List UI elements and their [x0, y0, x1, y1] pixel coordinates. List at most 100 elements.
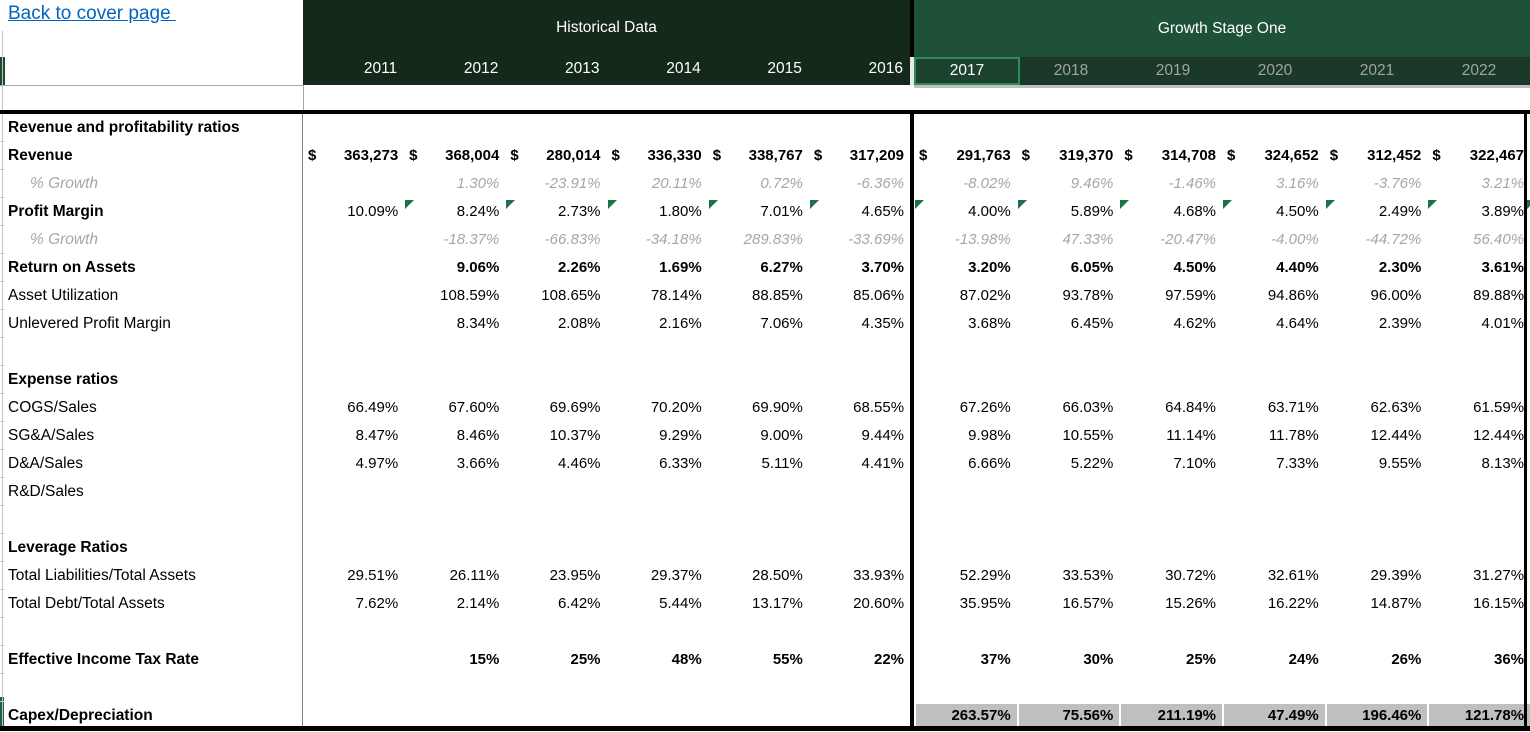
- value-cell[interactable]: 7.62%: [355, 595, 399, 612]
- value-cell[interactable]: [404, 618, 505, 646]
- value-cell[interactable]: [809, 366, 910, 394]
- value-cell[interactable]: [809, 506, 910, 534]
- back-to-cover-link[interactable]: Back to cover page: [8, 3, 176, 24]
- value-cell[interactable]: 47.33%: [1062, 231, 1114, 248]
- value-cell[interactable]: 108.59%: [440, 287, 500, 304]
- value-cell[interactable]: 7.10%: [1173, 455, 1217, 472]
- year-cell[interactable]: 2020: [1257, 62, 1293, 79]
- value-cell[interactable]: [1427, 478, 1530, 506]
- value-cell[interactable]: 70.20%: [650, 399, 702, 416]
- value-cell[interactable]: 12.44%: [1370, 427, 1422, 444]
- value-cell[interactable]: [404, 114, 505, 142]
- value-cell[interactable]: $368,004: [404, 142, 505, 170]
- value-cell[interactable]: [303, 310, 404, 338]
- value-cell[interactable]: 20.60%: [853, 595, 905, 612]
- value-cell[interactable]: 1.69%: [659, 259, 702, 276]
- value-cell[interactable]: [607, 534, 708, 562]
- value-cell[interactable]: 6.27%: [760, 259, 803, 276]
- value-cell[interactable]: [1325, 114, 1428, 142]
- value-cell[interactable]: 10.37%: [549, 427, 601, 444]
- value-cell[interactable]: [914, 618, 1017, 646]
- value-cell[interactable]: -34.18%: [645, 231, 702, 248]
- value-cell[interactable]: [708, 114, 809, 142]
- value-cell[interactable]: 2.49%: [1325, 198, 1428, 226]
- value-cell[interactable]: 2.26%: [557, 259, 601, 276]
- value-cell[interactable]: $291,763: [914, 142, 1017, 170]
- value-cell[interactable]: 3.70%: [861, 259, 905, 276]
- value-cell[interactable]: [1222, 674, 1325, 702]
- value-cell[interactable]: [809, 534, 910, 562]
- value-cell[interactable]: [1427, 534, 1530, 562]
- value-cell[interactable]: 35.95%: [959, 595, 1011, 612]
- value-cell[interactable]: 5.22%: [1070, 455, 1114, 472]
- year-cell[interactable]: 2015: [767, 60, 802, 77]
- value-cell[interactable]: 8.24%: [404, 198, 505, 226]
- value-cell[interactable]: 3.66%: [456, 455, 500, 472]
- value-cell[interactable]: 2.73%: [505, 198, 606, 226]
- value-cell[interactable]: 94.86%: [1267, 287, 1319, 304]
- value-cell[interactable]: 64.84%: [1165, 399, 1217, 416]
- value-cell[interactable]: 8.13%: [1481, 455, 1525, 472]
- value-cell[interactable]: 96.00%: [1370, 287, 1422, 304]
- value-cell[interactable]: 8.46%: [456, 427, 500, 444]
- value-cell[interactable]: 33.93%: [853, 567, 905, 584]
- value-cell[interactable]: 5.44%: [659, 595, 702, 612]
- value-cell[interactable]: 16.15%: [1473, 595, 1525, 612]
- value-cell[interactable]: [708, 478, 809, 506]
- value-cell[interactable]: [505, 534, 606, 562]
- value-cell[interactable]: [1017, 478, 1120, 506]
- value-cell[interactable]: $336,330: [607, 142, 708, 170]
- row-label[interactable]: [0, 506, 303, 534]
- value-cell[interactable]: [809, 114, 910, 142]
- value-cell[interactable]: [303, 226, 404, 254]
- value-cell[interactable]: 30.72%: [1165, 567, 1217, 584]
- value-cell[interactable]: 63.71%: [1267, 399, 1319, 416]
- row-label[interactable]: Revenue: [0, 142, 303, 170]
- row-label[interactable]: Total Liabilities/Total Assets: [0, 562, 303, 590]
- value-cell[interactable]: [1427, 618, 1530, 646]
- value-cell[interactable]: 5.89%: [1017, 198, 1120, 226]
- value-cell[interactable]: [809, 478, 910, 506]
- value-cell[interactable]: [809, 674, 910, 702]
- value-cell[interactable]: [708, 674, 809, 702]
- value-cell[interactable]: [914, 534, 1017, 562]
- value-cell[interactable]: 10.55%: [1062, 427, 1114, 444]
- value-cell[interactable]: [1325, 618, 1428, 646]
- value-cell[interactable]: [1325, 338, 1428, 366]
- value-cell[interactable]: [914, 674, 1017, 702]
- value-cell[interactable]: 4.01%: [1481, 315, 1525, 332]
- value-cell[interactable]: [1017, 506, 1120, 534]
- value-cell[interactable]: [1017, 366, 1120, 394]
- value-cell[interactable]: 4.68%: [1119, 198, 1222, 226]
- value-cell[interactable]: 29.39%: [1370, 567, 1422, 584]
- value-cell[interactable]: 9.46%: [1070, 175, 1114, 192]
- row-label[interactable]: Profit Margin: [0, 198, 303, 226]
- value-cell[interactable]: 36%: [1494, 651, 1525, 668]
- value-cell[interactable]: 7.01%: [708, 198, 809, 226]
- value-cell[interactable]: 66.03%: [1062, 399, 1114, 416]
- value-cell[interactable]: [708, 338, 809, 366]
- value-cell[interactable]: 8.34%: [456, 315, 500, 332]
- value-cell[interactable]: 85.06%: [853, 287, 905, 304]
- value-cell[interactable]: [607, 674, 708, 702]
- value-cell[interactable]: -6.36%: [856, 175, 905, 192]
- value-cell[interactable]: 93.78%: [1062, 287, 1114, 304]
- value-cell[interactable]: 62.63%: [1370, 399, 1422, 416]
- value-cell[interactable]: [914, 506, 1017, 534]
- value-cell[interactable]: 25%: [1185, 651, 1217, 668]
- value-cell[interactable]: 2.08%: [557, 315, 601, 332]
- value-cell[interactable]: 4.62%: [1173, 315, 1217, 332]
- value-cell[interactable]: 12.44%: [1473, 427, 1525, 444]
- value-cell[interactable]: [1427, 366, 1530, 394]
- year-cell[interactable]: 2014: [666, 60, 701, 77]
- row-label[interactable]: R&D/Sales: [0, 478, 303, 506]
- value-cell[interactable]: 69.69%: [549, 399, 601, 416]
- value-cell[interactable]: 88.85%: [751, 287, 803, 304]
- value-cell[interactable]: [607, 478, 708, 506]
- value-cell[interactable]: [303, 534, 404, 562]
- value-cell[interactable]: 78.14%: [650, 287, 702, 304]
- value-cell[interactable]: 30%: [1083, 651, 1114, 668]
- value-cell[interactable]: [303, 366, 404, 394]
- value-cell[interactable]: [1119, 366, 1222, 394]
- value-cell[interactable]: 52.29%: [959, 567, 1011, 584]
